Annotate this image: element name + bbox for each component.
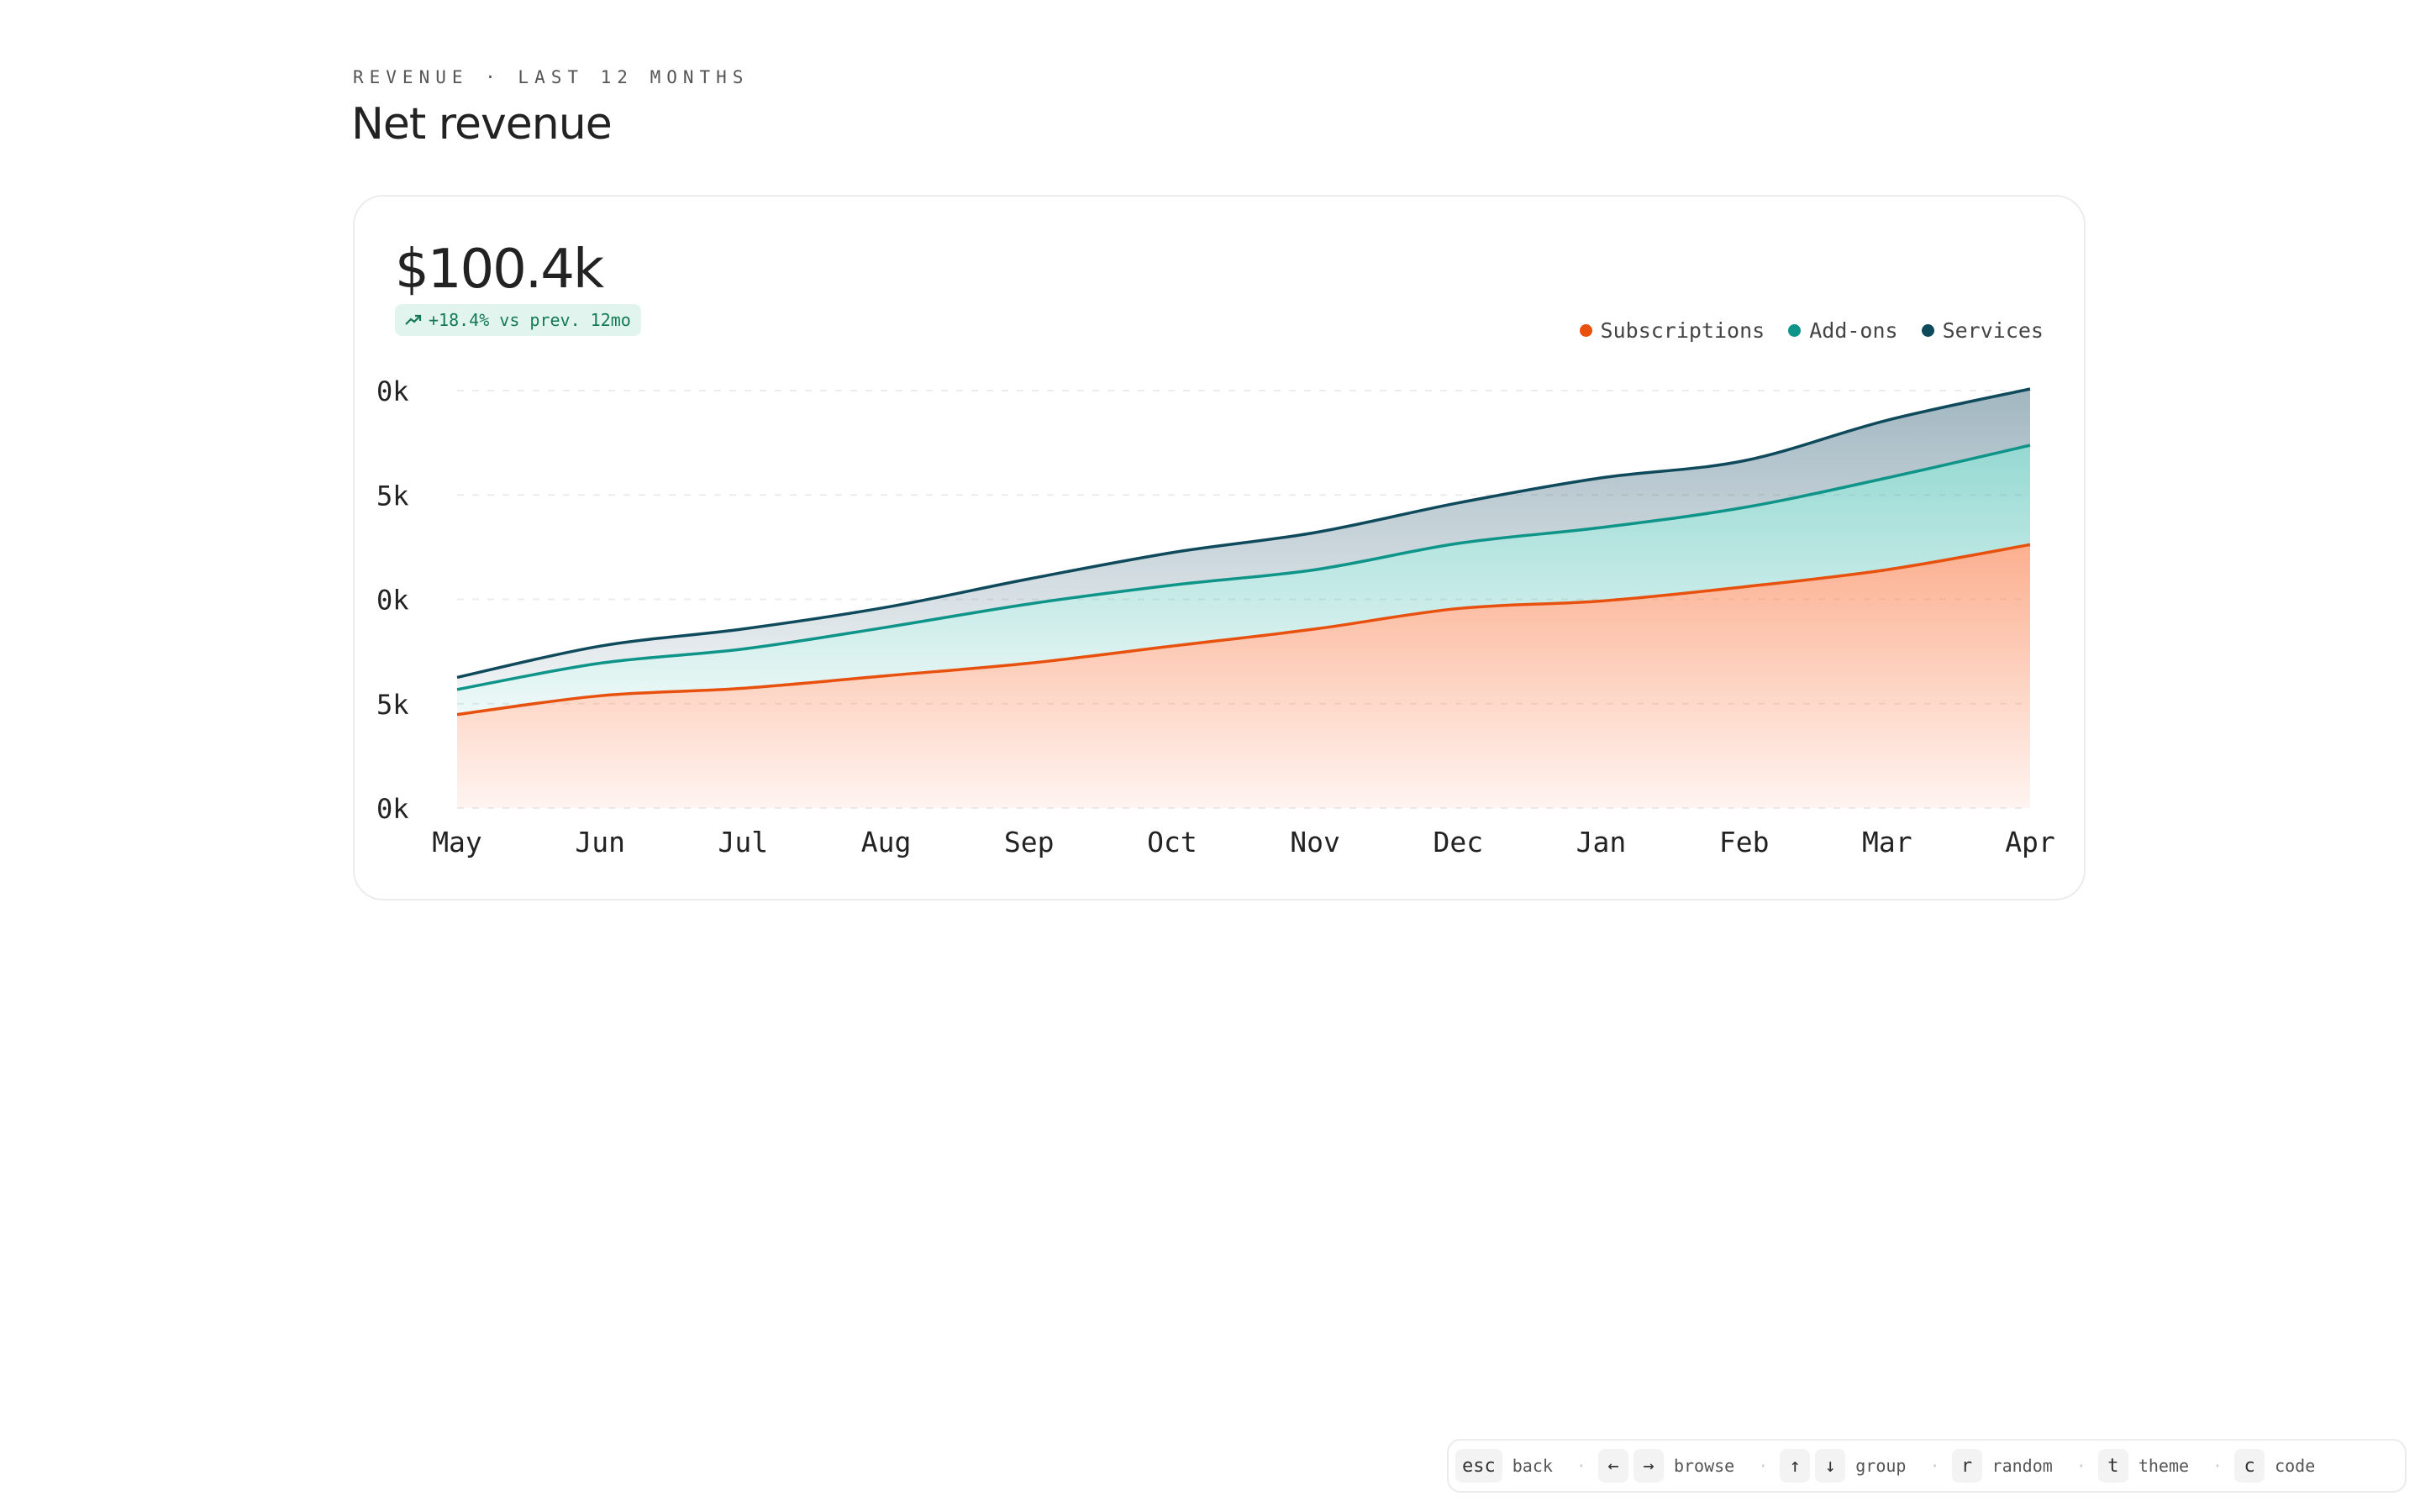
x-tick-label: Sep xyxy=(1004,826,1055,858)
shortcut-label: theme xyxy=(2138,1456,2190,1476)
shortcut-key-back[interactable]: esc xyxy=(1455,1449,1502,1483)
keyboard-shortcuts-bar: esc back · ← → browse · ↑ ↓ group · r random · t theme ·… xyxy=(1447,1439,2407,1493)
change-text: +18.4% vs prev. 12mo xyxy=(429,310,631,330)
y-tick-label: 5k xyxy=(376,689,409,721)
legend-label: Add-ons xyxy=(1809,318,1898,343)
area-addons xyxy=(457,445,2030,715)
x-tick-label: Feb xyxy=(1719,826,1770,858)
legend-item-subscriptions[interactable]: Subscriptions xyxy=(1579,318,1765,343)
legend-item-services[interactable]: Services xyxy=(1921,318,2044,343)
shortcut-label: random xyxy=(1991,1456,2053,1476)
x-tick-label: Mar xyxy=(1862,826,1912,858)
shortcut-key-code[interactable]: c xyxy=(2234,1449,2265,1483)
shortcut-label: browse xyxy=(1673,1456,1735,1476)
separator: · xyxy=(1758,1456,1769,1476)
x-tick-label: Oct xyxy=(1147,826,1197,858)
stacked-area-chart: 0k 5k 0k 5k 0k May Jun Jul Aug Sep Oct Nov Dec Jan Feb… xyxy=(376,375,2055,858)
shortcut-key-theme[interactable]: t xyxy=(2097,1449,2128,1483)
trending-up-icon xyxy=(405,314,422,325)
shortcut-key-browse[interactable]: → xyxy=(1633,1449,1664,1483)
separator: · xyxy=(2075,1456,2086,1476)
separator: · xyxy=(2212,1456,2223,1476)
shortcut-label: group xyxy=(1855,1456,1907,1476)
x-tick-label: Aug xyxy=(861,826,912,858)
line-services xyxy=(456,387,2031,680)
legend-label: Subscriptions xyxy=(1600,318,1765,343)
line-addons xyxy=(456,444,2031,691)
x-tick-label: Jan xyxy=(1576,826,1627,858)
x-tick-label: Apr xyxy=(2005,826,2055,858)
total-revenue: $100.4k xyxy=(395,239,604,301)
shortcut-key-random[interactable]: r xyxy=(1951,1449,1982,1483)
legend-dot xyxy=(1921,324,1934,337)
separator: · xyxy=(1576,1456,1586,1476)
shortcut-label: code xyxy=(2275,1456,2316,1476)
y-tick-label: 0k xyxy=(376,585,409,617)
eyebrow-label: REVENUE · LAST 12 MONTHS xyxy=(353,67,750,87)
change-badge: +18.4% vs prev. 12mo xyxy=(395,304,641,336)
shortcut-key-group[interactable]: ↑ xyxy=(1780,1449,1811,1483)
area-subscriptions xyxy=(457,544,2030,808)
legend-label: Services xyxy=(1942,318,2044,343)
legend-item-addons[interactable]: Add-ons xyxy=(1788,318,1898,343)
page-title: Net revenue xyxy=(351,99,613,150)
line-subscriptions xyxy=(456,543,2031,717)
x-tick-label: Jul xyxy=(718,826,769,858)
separator: · xyxy=(1929,1456,1940,1476)
x-tick-label: Jun xyxy=(575,826,625,858)
shortcut-label: back xyxy=(1512,1456,1553,1476)
y-tick-label: 0k xyxy=(376,793,409,825)
shortcut-key-group[interactable]: ↓ xyxy=(1815,1449,1846,1483)
x-tick-label: May xyxy=(432,826,482,858)
legend-dot xyxy=(1788,324,1802,337)
y-tick-label: 5k xyxy=(376,480,409,512)
x-tick-label: Nov xyxy=(1290,826,1340,858)
shortcut-key-browse[interactable]: ← xyxy=(1597,1449,1628,1483)
revenue-card: $100.4k +18.4% vs prev. 12mo Subscriptio… xyxy=(353,195,2086,900)
x-tick-label: Dec xyxy=(1433,826,1483,858)
legend-dot xyxy=(1579,324,1592,337)
legend: Subscriptions Add-ons Services xyxy=(1579,318,2044,343)
y-tick-label: 0k xyxy=(376,375,409,407)
